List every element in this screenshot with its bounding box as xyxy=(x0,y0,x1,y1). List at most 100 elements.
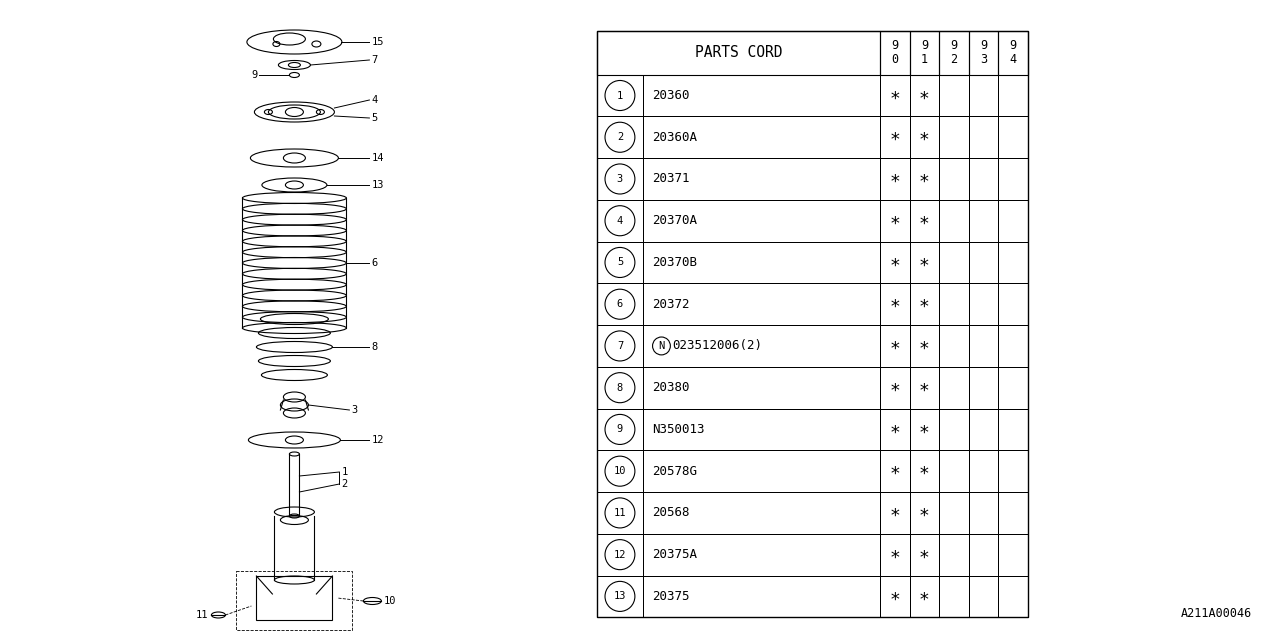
Text: 12: 12 xyxy=(613,550,626,559)
Bar xyxy=(940,451,969,492)
Bar xyxy=(940,200,969,241)
Bar xyxy=(598,31,879,75)
Bar xyxy=(940,284,969,325)
Bar xyxy=(598,75,643,116)
Bar xyxy=(598,534,643,575)
Text: 9
0: 9 0 xyxy=(891,39,899,67)
Text: 5: 5 xyxy=(617,257,623,268)
Text: 20370A: 20370A xyxy=(653,214,698,227)
Text: ∗: ∗ xyxy=(890,253,900,271)
Bar xyxy=(969,241,998,284)
Bar xyxy=(643,451,879,492)
Text: 023512006(2): 023512006(2) xyxy=(672,339,763,353)
Bar xyxy=(643,116,879,158)
Bar xyxy=(879,575,910,617)
Bar xyxy=(940,492,969,534)
Bar xyxy=(598,284,643,325)
Bar xyxy=(643,75,879,116)
Text: ∗: ∗ xyxy=(919,128,929,147)
Bar xyxy=(879,200,910,241)
Bar xyxy=(879,284,910,325)
Bar xyxy=(940,116,969,158)
Text: 4: 4 xyxy=(371,95,378,105)
Bar xyxy=(940,241,969,284)
Text: 15: 15 xyxy=(371,37,384,47)
Text: N: N xyxy=(658,341,664,351)
Bar xyxy=(940,31,969,75)
Bar xyxy=(940,325,969,367)
Bar xyxy=(643,241,879,284)
Bar xyxy=(969,284,998,325)
Bar xyxy=(998,241,1028,284)
Text: ∗: ∗ xyxy=(919,504,929,522)
Text: ∗: ∗ xyxy=(919,546,929,564)
Bar xyxy=(879,116,910,158)
Bar xyxy=(910,451,940,492)
Text: 2: 2 xyxy=(617,132,623,142)
Text: 6: 6 xyxy=(371,258,378,268)
Text: 20360A: 20360A xyxy=(653,131,698,144)
Text: 3: 3 xyxy=(617,174,623,184)
Bar xyxy=(256,576,333,620)
Text: 4: 4 xyxy=(617,216,623,226)
Text: 9
4: 9 4 xyxy=(1010,39,1016,67)
Text: ∗: ∗ xyxy=(890,337,900,355)
Text: ∗: ∗ xyxy=(890,462,900,480)
Bar xyxy=(940,408,969,451)
Bar xyxy=(598,367,643,408)
Bar xyxy=(598,241,643,284)
Bar xyxy=(998,534,1028,575)
Bar xyxy=(910,284,940,325)
Text: 20578G: 20578G xyxy=(653,465,698,477)
Text: PARTS CORD: PARTS CORD xyxy=(695,45,782,60)
Bar xyxy=(998,31,1028,75)
Bar xyxy=(969,451,998,492)
Text: 20380: 20380 xyxy=(653,381,690,394)
Text: ∗: ∗ xyxy=(919,337,929,355)
Text: 20370B: 20370B xyxy=(653,256,698,269)
Text: 12: 12 xyxy=(371,435,384,445)
Bar xyxy=(598,408,643,451)
Bar xyxy=(910,408,940,451)
Bar xyxy=(910,367,940,408)
Text: 7: 7 xyxy=(617,341,623,351)
Bar xyxy=(879,31,910,75)
Text: 9
3: 9 3 xyxy=(980,39,987,67)
Text: ∗: ∗ xyxy=(890,588,900,605)
Text: 10: 10 xyxy=(613,466,626,476)
Bar xyxy=(998,575,1028,617)
Text: 20360: 20360 xyxy=(653,89,690,102)
Bar xyxy=(969,534,998,575)
Bar xyxy=(969,31,998,75)
Text: ∗: ∗ xyxy=(890,546,900,564)
Bar xyxy=(910,325,940,367)
Text: 13: 13 xyxy=(371,180,384,190)
Bar xyxy=(940,158,969,200)
Bar xyxy=(598,325,643,367)
Bar xyxy=(879,325,910,367)
Bar xyxy=(879,451,910,492)
Text: ∗: ∗ xyxy=(890,379,900,397)
Bar xyxy=(643,158,879,200)
Text: ∗: ∗ xyxy=(919,295,929,313)
Bar xyxy=(879,534,910,575)
Bar xyxy=(998,116,1028,158)
Bar xyxy=(969,575,998,617)
Bar xyxy=(998,367,1028,408)
Bar xyxy=(998,451,1028,492)
Text: ∗: ∗ xyxy=(919,253,929,271)
Text: ∗: ∗ xyxy=(919,462,929,480)
Text: N350013: N350013 xyxy=(653,423,705,436)
Text: 20372: 20372 xyxy=(653,298,690,310)
Text: 3: 3 xyxy=(352,405,357,415)
Text: ∗: ∗ xyxy=(890,420,900,438)
Bar xyxy=(910,575,940,617)
Bar xyxy=(879,492,910,534)
Bar xyxy=(940,75,969,116)
Text: 9: 9 xyxy=(251,70,257,80)
Text: 11: 11 xyxy=(196,610,209,620)
Bar xyxy=(998,158,1028,200)
Bar xyxy=(940,367,969,408)
Bar xyxy=(969,408,998,451)
Bar xyxy=(969,116,998,158)
